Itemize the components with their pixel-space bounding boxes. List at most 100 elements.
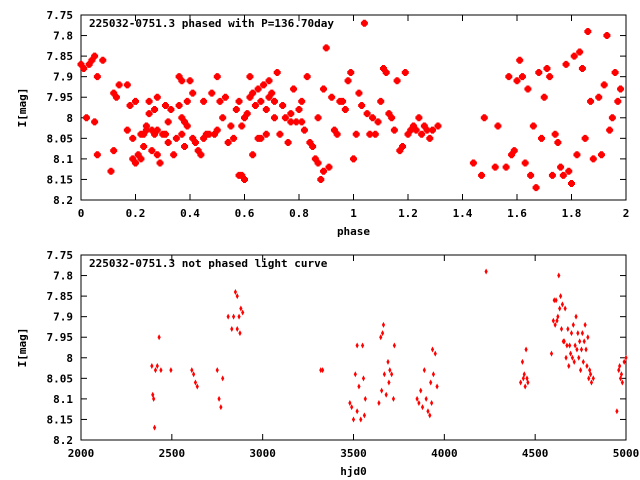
- phased-data-point: [91, 118, 99, 126]
- phased-data-point: [257, 134, 265, 142]
- unphased-data-point: [232, 313, 236, 320]
- phased-data-point: [175, 101, 183, 109]
- unphased-data-point: [587, 375, 591, 382]
- unphased-data-point: [552, 297, 556, 304]
- phased-data-point: [273, 69, 281, 77]
- unphased-data-point: [195, 383, 199, 390]
- unphased-ytick-label: 8.05: [47, 372, 74, 385]
- phased-data-point: [172, 134, 180, 142]
- unphased-ytick-label: 7.9: [53, 311, 73, 324]
- unphased-data-point: [549, 350, 554, 357]
- phased-data-point: [164, 118, 172, 126]
- phased-data-point: [132, 159, 139, 167]
- unphased-data-point: [619, 371, 624, 378]
- phased-data-point: [589, 155, 597, 163]
- unphased-data-point: [526, 379, 530, 386]
- phased-data-point: [219, 114, 227, 122]
- phased-data-point: [358, 101, 366, 109]
- unphased-data-point: [591, 375, 595, 382]
- phased-data-point: [551, 130, 559, 138]
- unphased-data-point: [615, 408, 619, 415]
- phased-chart-ylabel: I[mag]: [16, 88, 29, 128]
- phased-data-point: [189, 89, 197, 97]
- phased-data-point: [513, 77, 521, 85]
- unphased-data-point: [422, 367, 426, 374]
- phased-data-point: [126, 101, 134, 109]
- phased-data-point: [99, 56, 107, 64]
- phased-chart: 0 0.2 0.4 0.6 0.8 1 1.2 1.4 1.6 1.8 2 7.75 7.8 7.85 7.…: [16, 9, 629, 238]
- phased-data-point: [480, 114, 488, 122]
- unphased-ytick-label: 7.85: [47, 290, 74, 303]
- unphased-data-point: [193, 379, 198, 386]
- phased-data-point: [587, 97, 595, 105]
- unphased-data-point: [319, 367, 323, 374]
- phased-data-point: [129, 134, 137, 142]
- phased-ytick-label: 7.75: [47, 9, 74, 22]
- unphased-data-point: [558, 305, 562, 312]
- unphased-data-point: [233, 289, 238, 295]
- phased-data-point: [557, 163, 565, 171]
- phased-ytick-label: 8.1: [53, 153, 73, 166]
- phased-data-point: [227, 122, 235, 130]
- phased-data-point: [529, 122, 537, 130]
- phased-data-point: [399, 143, 407, 151]
- phased-data-point: [314, 114, 322, 122]
- phased-data-point: [314, 159, 322, 167]
- phased-data-point: [339, 97, 347, 105]
- phased-data-point: [366, 130, 374, 138]
- phased-data-point: [565, 167, 573, 175]
- phased-data-point: [140, 143, 148, 151]
- phased-data-point: [167, 106, 175, 114]
- phased-data-point: [205, 130, 213, 138]
- phased-data-point: [554, 138, 562, 146]
- unphased-ytick-label: 7.8: [53, 270, 73, 283]
- phased-data-point: [292, 118, 300, 126]
- unphased-data-point: [379, 334, 383, 341]
- unphased-data-point: [419, 387, 423, 394]
- phased-data-point: [614, 97, 622, 105]
- unphased-data-point: [190, 367, 194, 374]
- phased-chart-xlabel: phase: [337, 225, 370, 238]
- unphased-xtick-label: 2500: [159, 447, 186, 460]
- unphased-xtick-label: 2000: [68, 447, 95, 460]
- phased-data-point: [363, 110, 371, 118]
- phased-ytick-label: 8.2: [53, 194, 73, 207]
- unphased-data-point: [377, 400, 381, 406]
- phased-data-point: [494, 122, 502, 130]
- phased-data-point: [287, 110, 295, 118]
- phased-data-point: [183, 97, 191, 105]
- phased-data-point: [246, 73, 254, 81]
- unphased-data-point: [576, 330, 580, 337]
- phased-data-point: [186, 77, 194, 85]
- phased-data-point: [600, 81, 608, 89]
- unphased-data-point: [152, 424, 157, 431]
- unphased-data-point: [520, 358, 525, 365]
- phased-data-point: [298, 97, 306, 105]
- phased-data-point: [265, 77, 273, 85]
- phased-data-point: [115, 81, 123, 89]
- unphased-data-point: [583, 321, 587, 328]
- unphased-data-point: [359, 416, 363, 423]
- unphased-data-point: [575, 346, 579, 353]
- unphased-data-point: [241, 309, 245, 316]
- unphased-data-point: [159, 367, 163, 374]
- unphased-xtick-label: 3500: [340, 447, 367, 460]
- phased-data-point: [350, 155, 357, 163]
- phased-data-point: [617, 85, 625, 93]
- phased-xtick-label: 0: [78, 207, 85, 220]
- phased-xtick-label: 0.2: [126, 207, 146, 220]
- unphased-data-point: [579, 346, 584, 353]
- phased-data-point: [298, 118, 306, 126]
- phased-data-point: [352, 130, 360, 138]
- unphased-data-point: [221, 375, 225, 382]
- unphased-data-point: [585, 363, 589, 369]
- phased-data-point: [93, 151, 101, 159]
- phased-data-point: [224, 138, 232, 146]
- phased-data-point: [505, 73, 513, 81]
- phased-xtick-label: 2: [623, 207, 630, 220]
- phased-data-point: [276, 130, 284, 138]
- phased-data-point: [388, 114, 396, 122]
- unphased-data-point: [192, 371, 196, 378]
- phased-data-point: [137, 155, 145, 163]
- phased-data-point: [502, 163, 510, 171]
